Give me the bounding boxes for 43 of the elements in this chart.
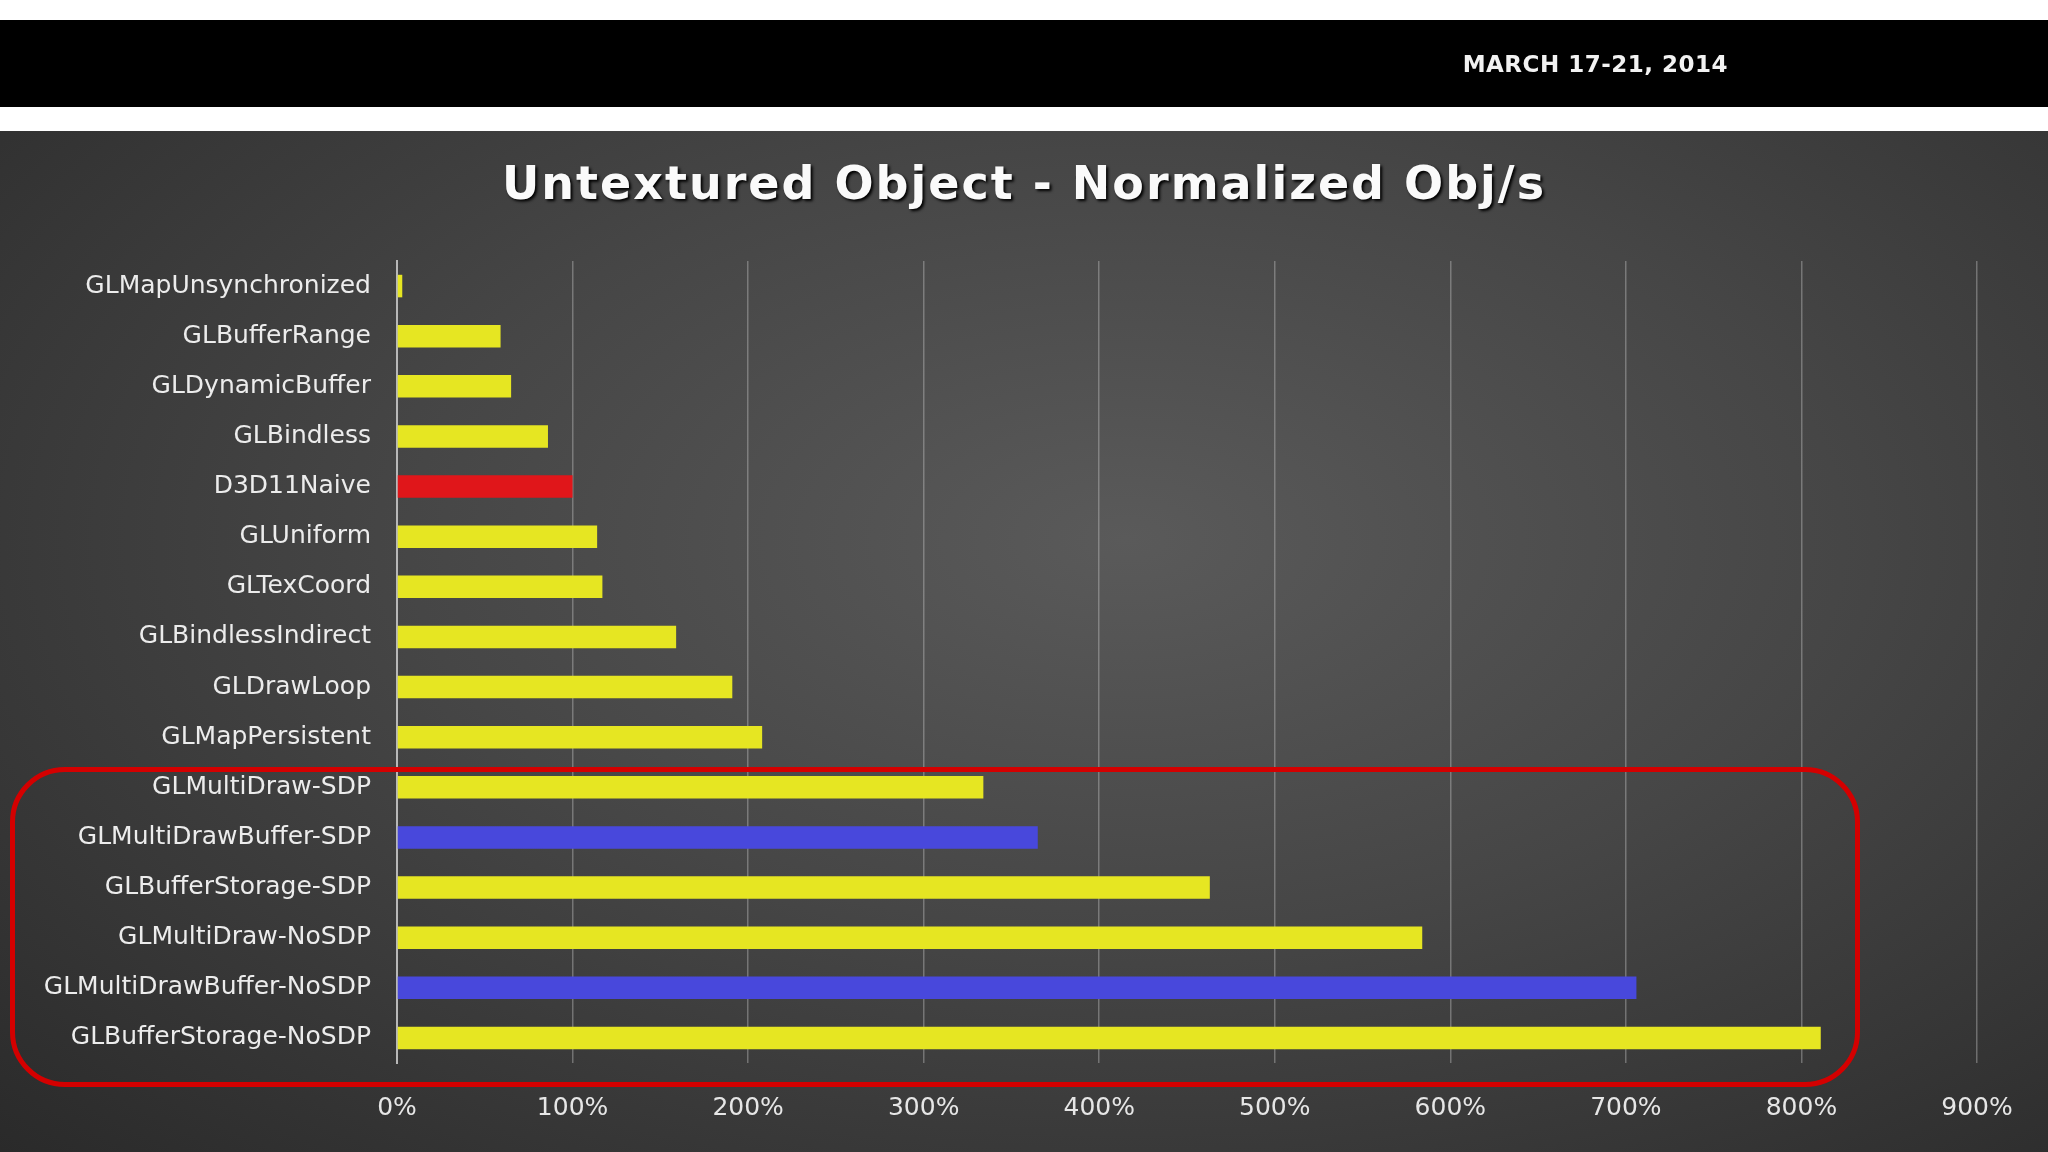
bar — [397, 926, 1423, 949]
chart-title: Untextured Object - Normalized Obj/s — [500, 156, 1548, 210]
y-tick-label: GLBufferStorage-NoSDP — [70, 1021, 371, 1051]
y-tick-label: GLMultiDraw-SDP — [152, 770, 371, 800]
bar — [397, 625, 677, 649]
bar — [397, 324, 501, 348]
bar — [397, 876, 1210, 899]
y-tick-label: D3D11Naive — [213, 470, 371, 500]
y-tick-label: GLMultiDrawBuffer-SDP — [77, 820, 371, 850]
x-tick-label: 500% — [1239, 1091, 1311, 1121]
x-tick-label: 100% — [536, 1091, 609, 1121]
x-tick-label: 900% — [1941, 1091, 2013, 1121]
bar — [397, 525, 598, 548]
x-tick-label: 400% — [1063, 1091, 1135, 1121]
x-tick-label: 200% — [712, 1091, 784, 1121]
bar — [397, 725, 763, 749]
bar — [397, 475, 573, 498]
y-tick-label: GLDynamicBuffer — [151, 369, 372, 399]
bar — [397, 675, 733, 699]
y-tick-label: GLMapUnsynchronized — [85, 269, 371, 299]
text: MARCH 17-21, 2014 — [1462, 50, 1728, 77]
y-tick-label: GLTexCoord — [226, 570, 371, 600]
bar — [397, 826, 1038, 849]
y-tick-label: GLBindlessIndirect — [138, 620, 372, 650]
bar — [397, 776, 984, 799]
y-tick-label: GLMultiDrawBuffer-NoSDP — [43, 971, 371, 1001]
bar — [397, 375, 512, 398]
y-tick-label: GLBindless — [233, 419, 371, 449]
y-tick-label: GLUniform — [239, 520, 371, 550]
x-tick-label: 0% — [377, 1091, 417, 1121]
x-tick-label: 300% — [887, 1091, 960, 1121]
bar — [397, 425, 548, 448]
bar — [397, 575, 603, 599]
bar — [397, 1026, 1821, 1050]
x-tick-label: 700% — [1590, 1091, 1662, 1121]
x-tick-label: 600% — [1414, 1091, 1487, 1121]
y-tick-label: GLMultiDraw-NoSDP — [118, 921, 371, 951]
y-tick-label: GLBufferStorage-SDP — [104, 871, 371, 901]
bar — [397, 976, 1637, 1000]
y-tick-label: GLDrawLoop — [212, 670, 371, 700]
y-tick-label: GLBufferRange — [182, 319, 371, 349]
y-tick-label: GLMapPersistent — [161, 720, 372, 750]
x-tick-label: 800% — [1765, 1091, 1838, 1121]
